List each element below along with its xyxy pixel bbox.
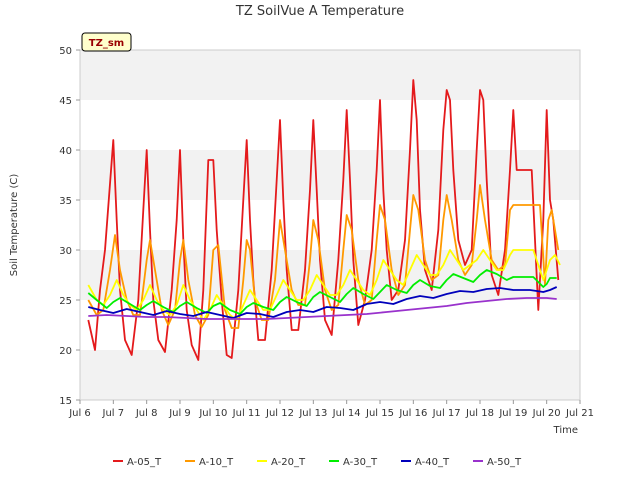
x-tick-label: Jul 20 <box>532 408 561 419</box>
x-tick-label: Jul 19 <box>498 408 527 419</box>
series-line-a-05-t <box>87 79 560 361</box>
x-axis-label: Time <box>553 425 578 436</box>
x-tick-label: Jul 6 <box>68 408 91 419</box>
series-line-a-10-t <box>87 184 560 329</box>
legend-label: A-05_T <box>127 457 162 468</box>
series-line-a-50-t <box>88 297 557 320</box>
legend: A-05_T A-10_T A-20_T A-30_T A-40_T A-50_T <box>113 457 522 468</box>
legend-label: A-50_T <box>487 457 522 468</box>
x-tick-label: Jul 12 <box>265 408 294 419</box>
x-tick-label: Jul 14 <box>332 408 361 419</box>
plot-frame <box>79 49 581 401</box>
legend-label: A-30_T <box>343 457 378 468</box>
station-badge-box <box>81 32 132 52</box>
y-axis-label: Soil Temperature (C) <box>9 174 20 277</box>
y-tick-label: 45 <box>59 96 72 107</box>
grid-band <box>80 150 580 200</box>
x-tick-label: Jul 8 <box>135 408 158 419</box>
x-tick-label: Jul 17 <box>432 408 461 419</box>
series-line-a-20-t <box>87 249 561 321</box>
x-tick-label: Jul 10 <box>198 408 227 419</box>
y-tick-label: 40 <box>59 146 72 157</box>
grid-band <box>80 200 580 250</box>
x-tick-label: Jul 9 <box>168 408 191 419</box>
grid-band <box>80 350 580 400</box>
grid-band <box>80 50 580 100</box>
y-tick-label: 20 <box>59 346 72 357</box>
y-tick-label: 35 <box>59 196 72 207</box>
series-lines <box>87 79 561 361</box>
x-tick-label: Jul 18 <box>465 408 494 419</box>
legend-label: A-40_T <box>415 457 450 468</box>
legend-label: A-20_T <box>271 457 306 468</box>
y-tick-label: 15 <box>59 396 72 407</box>
series-line-a-30-t <box>87 269 557 315</box>
series-line-a-40-t <box>88 286 558 319</box>
x-tick-label: Jul 16 <box>398 408 427 419</box>
grid-band <box>80 100 580 150</box>
station-badge: TZ_sm <box>81 32 132 52</box>
x-tick-label: Jul 21 <box>565 408 594 419</box>
x-tick-label: Jul 7 <box>102 408 125 419</box>
y-tick-label: 50 <box>59 46 72 57</box>
x-tick-label: Jul 11 <box>232 408 261 419</box>
x-axis: Jul 6 Jul 7 Jul 8 Jul 9 Jul 10 Jul 11 Jul 12 Ju… <box>68 400 594 419</box>
legend-label: A-10_T <box>199 457 234 468</box>
chart-title: TZ SoilVue A Temperature <box>235 4 404 19</box>
y-tick-label: 25 <box>59 296 72 307</box>
y-axis: 15 20 25 30 35 40 45 50 <box>59 46 80 407</box>
grid-band <box>80 300 580 350</box>
x-tick-label: Jul 13 <box>298 408 327 419</box>
grid-bands <box>80 50 580 400</box>
y-tick-label: 30 <box>59 246 72 257</box>
x-tick-label: Jul 15 <box>365 408 394 419</box>
station-badge-label: TZ_sm <box>89 38 124 49</box>
